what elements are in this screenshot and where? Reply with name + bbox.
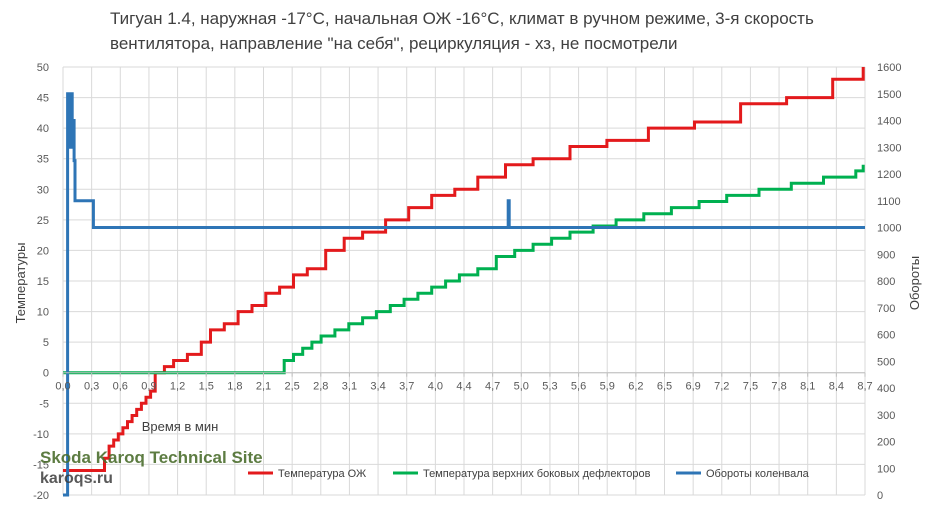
series-line-2 (63, 164, 865, 375)
x-tick-label: 3,7 (399, 381, 414, 393)
legend: Температура ОЖ Температура верхних боковы… (248, 468, 810, 480)
y-tick-label: -10 (33, 429, 49, 441)
watermark-title: Skoda Karoq Technical Site (40, 448, 263, 467)
x-tick-label: 6,5 (657, 381, 672, 393)
y2-tick-label: 800 (877, 276, 895, 288)
legend-label-1: Температура ОЖ (278, 468, 366, 480)
y2-tick-label: 0 (877, 490, 883, 502)
x-tick-label: 6,9 (685, 381, 700, 393)
y-tick-label: 5 (43, 337, 49, 349)
x-tick-label: 3,1 (342, 381, 357, 393)
x-axis-ticks: 0,0 0,3 0,6 0,9 1,2 1,5 1,8 2,1 2,5 2,8 3,1 3,4 3,7 4… (55, 372, 873, 393)
x-axis-title: Время в мин (142, 419, 219, 434)
y-tick-label: -20 (33, 490, 49, 502)
x-tick-label: 4,0 (428, 381, 443, 393)
x-tick-label: 1,8 (227, 381, 242, 393)
x-tick-label: 5,6 (571, 381, 586, 393)
x-tick-label: 1,5 (199, 381, 214, 393)
x-tick-label: 8,7 (857, 381, 872, 393)
y2-tick-label: 1300 (877, 142, 901, 154)
series-line-3 (63, 92, 865, 497)
x-tick-label: 5,0 (514, 381, 529, 393)
y-tick-label: 25 (37, 215, 49, 227)
y2-tick-label: 500 (877, 356, 895, 368)
x-tick-label: 5,3 (542, 381, 557, 393)
x-tick-label: 4,4 (456, 381, 471, 393)
series-line-1 (63, 67, 865, 472)
legend-label-2: Температура верхних боковых дефлекторов (423, 468, 651, 480)
y2-tick-label: 1100 (877, 196, 901, 208)
x-tick-label: 0,6 (113, 381, 128, 393)
y-tick-label: 20 (37, 245, 49, 257)
y2-tick-label: 1000 (877, 223, 901, 235)
x-tick-label: 2,1 (256, 381, 271, 393)
y2-tick-label: 1400 (877, 116, 901, 128)
left-axis-ticks: -20 -15 -10 -5 0 5 10 15 20 25 30 35 40 45 50 (33, 62, 49, 502)
x-tick-label: 3,4 (370, 381, 385, 393)
x-tick-label: 6,2 (628, 381, 643, 393)
y-tick-label: 45 (37, 93, 49, 105)
y2-tick-label: 1200 (877, 169, 901, 181)
y2-tick-label: 200 (877, 437, 895, 449)
y2-tick-label: 700 (877, 303, 895, 315)
x-tick-label: 0,3 (84, 381, 99, 393)
y-tick-label: 10 (37, 307, 49, 319)
x-tick-label: 0,9 (141, 381, 156, 393)
x-tick-label: 2,5 (284, 381, 299, 393)
x-tick-label: 4,7 (485, 381, 500, 393)
y-tick-label: 30 (37, 184, 49, 196)
y-tick-label: -15 (33, 459, 49, 471)
y2-tick-label: 600 (877, 330, 895, 342)
x-tick-label: 8,1 (800, 381, 815, 393)
x-tick-label: 8,4 (829, 381, 844, 393)
y-tick-label: 35 (37, 154, 49, 166)
x-tick-label: 2,8 (313, 381, 328, 393)
y-tick-label: -5 (39, 398, 49, 410)
y-tick-label: 50 (37, 62, 49, 74)
y2-tick-label: 300 (877, 410, 895, 422)
legend-label-3: Обороты коленвала (706, 468, 810, 480)
y2-tick-label: 400 (877, 383, 895, 395)
x-tick-label: 1,2 (170, 381, 185, 393)
series-layer (63, 67, 865, 497)
x-tick-label: 7,2 (714, 381, 729, 393)
y-axis-title: Температуры (13, 243, 28, 324)
right-axis-ticks: 0 100 200 300 400 500 600 700 800 900 1000 1100 1200… (877, 62, 901, 502)
y2-axis-title: Обороты (907, 256, 922, 310)
y2-tick-label: 1500 (877, 89, 901, 101)
y2-tick-label: 900 (877, 249, 895, 261)
x-tick-label: 0,0 (55, 381, 70, 393)
y-tick-label: 15 (37, 276, 49, 288)
watermark-url: karoqs.ru (40, 470, 113, 487)
x-tick-label: 5,9 (600, 381, 615, 393)
y-tick-label: 40 (37, 123, 49, 135)
x-tick-label: 7,8 (771, 381, 786, 393)
y-tick-label: 0 (43, 368, 49, 380)
y2-tick-label: 100 (877, 463, 895, 475)
chart-title: Тигуан 1.4, наружная -17°C, начальная ОЖ… (110, 9, 814, 53)
y2-tick-label: 1600 (877, 62, 901, 74)
x-tick-label: 7,5 (743, 381, 758, 393)
